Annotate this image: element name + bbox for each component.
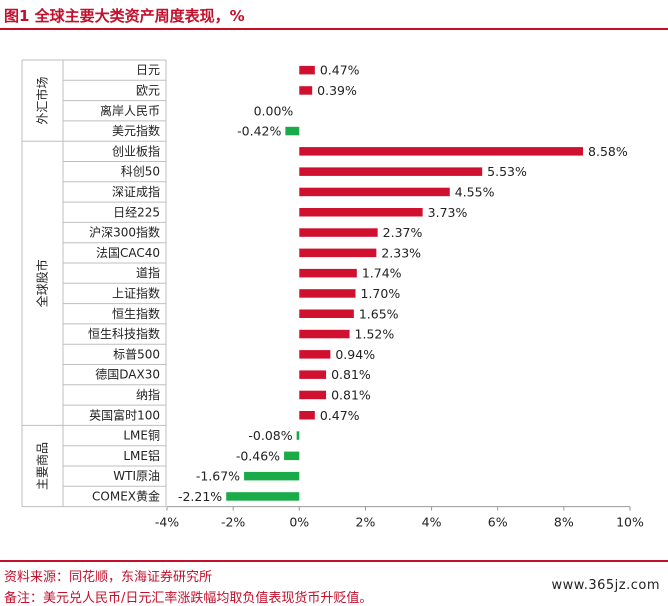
data-label: -0.46% — [236, 448, 280, 463]
group-label-1: 全球股市 — [35, 259, 50, 307]
data-label: 1.52% — [355, 327, 395, 342]
bar — [299, 289, 356, 298]
data-label: 0.47% — [320, 408, 360, 423]
bar — [299, 147, 584, 156]
chart-area: 外汇市场全球股市主要商品 日元欧元离岸人民币美元指数创业板指科创50 深证成指日经2… — [0, 30, 668, 555]
bar — [226, 492, 300, 501]
data-label: -0.42% — [237, 124, 281, 139]
bar — [299, 350, 331, 359]
source-note: 资料来源：同花顺，东海证券研究所 — [4, 570, 213, 585]
bar — [296, 431, 300, 440]
data-label: -1.67% — [196, 469, 240, 484]
data-label: 8.58% — [588, 144, 628, 159]
bar — [299, 411, 315, 420]
category-label: 日元 — [136, 63, 160, 77]
category-label: 标普500 — [113, 347, 160, 361]
category-label: 美元指数 — [112, 123, 160, 138]
data-label: 0.81% — [331, 387, 371, 402]
category-label: 日经225 — [113, 205, 160, 219]
data-label: 0.39% — [317, 83, 357, 98]
bar — [299, 329, 350, 339]
category-label: 恒生指数 — [112, 306, 160, 321]
bar — [299, 248, 377, 258]
category-label: 道指 — [136, 265, 160, 280]
category-label: 深证成指 — [112, 184, 160, 199]
x-tick-label: 4% — [422, 515, 442, 530]
data-label: -0.08% — [248, 428, 292, 443]
data-label: 1.74% — [362, 266, 402, 281]
bar — [299, 86, 313, 95]
category-label: 创业板指 — [112, 143, 160, 158]
group-label-2: 主要商品 — [35, 442, 50, 490]
category-label: 离岸人民币 — [100, 103, 160, 118]
category-label: WTI原油 — [113, 469, 160, 483]
x-tick-label: 2% — [356, 515, 376, 530]
title-bar: 图1 全球主要大类资产周度表现，% — [0, 0, 668, 30]
category-label: 上证指数 — [112, 285, 160, 300]
category-label: 沪深300指数 — [89, 225, 160, 240]
x-tick-label: 6% — [488, 515, 508, 530]
bar — [299, 167, 483, 176]
category-label: 科创50 — [121, 165, 160, 179]
remark-note: 备注：美元兑人民币/日元汇率涨跌幅均取负值表现货币升贬值。 — [4, 591, 373, 606]
data-label: 0.47% — [320, 63, 360, 78]
category-label: LME铜 — [123, 428, 160, 443]
bar — [299, 65, 315, 75]
footer-divider — [0, 560, 668, 562]
bar — [299, 187, 450, 197]
bar — [244, 471, 300, 481]
x-tick-label: 0% — [289, 515, 309, 530]
data-label: -2.21% — [178, 489, 222, 504]
category-label: 法国CAC40 — [96, 246, 160, 260]
watermark-text: www.365jz.com — [551, 578, 660, 593]
bar — [299, 208, 423, 217]
data-label: 0.00% — [254, 103, 294, 118]
data-label: 0.94% — [335, 347, 375, 362]
x-tick-label: 10% — [616, 515, 644, 530]
category-label: LME铝 — [123, 448, 160, 463]
x-tick-label: 8% — [554, 515, 574, 530]
bar — [299, 370, 327, 379]
data-label: 1.65% — [359, 306, 399, 321]
bar — [299, 390, 327, 400]
category-label: 纳指 — [136, 387, 160, 402]
chart-title: 图1 全球主要大类资产周度表现，% — [4, 7, 245, 25]
data-label: 0.81% — [331, 367, 371, 382]
data-label: 3.73% — [428, 205, 468, 220]
bar — [299, 268, 357, 278]
bar — [285, 126, 300, 136]
data-label: 4.55% — [455, 184, 495, 199]
bar — [299, 228, 378, 237]
category-label: 英国富时100 — [89, 407, 160, 422]
data-label: 2.37% — [383, 225, 423, 240]
category-label: 欧元 — [136, 83, 160, 97]
data-label: 5.53% — [487, 164, 527, 179]
data-label: 1.70% — [361, 286, 401, 301]
bar — [299, 309, 354, 318]
data-label: 2.33% — [381, 245, 421, 260]
category-label: 德国DAX30 — [95, 367, 160, 382]
x-tick-label: -2% — [221, 515, 245, 530]
category-label: COMEX黄金 — [92, 488, 160, 503]
x-tick-label: -4% — [155, 515, 179, 530]
group-label-0: 外汇市场 — [35, 77, 50, 125]
bar — [284, 451, 300, 461]
category-label: 恒生科技指数 — [88, 326, 160, 341]
